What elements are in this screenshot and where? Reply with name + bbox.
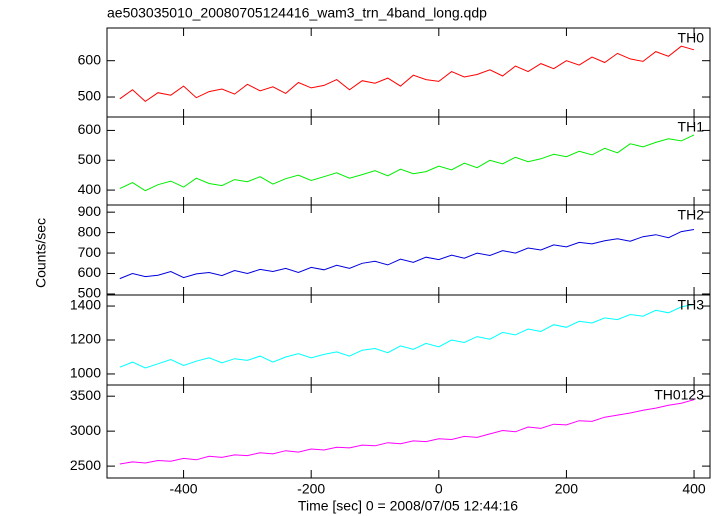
data-line <box>119 399 695 465</box>
panel-frame <box>106 27 711 118</box>
y-tick-label: 500 <box>78 88 102 104</box>
panel-label: TH0 <box>678 30 705 46</box>
x-axis-label: Time [sec] 0 = 2008/07/05 12:44:16 <box>298 498 518 514</box>
x-tick-label: 200 <box>555 481 579 497</box>
y-tick-label: 2500 <box>70 457 101 473</box>
panel-frame <box>106 384 711 479</box>
y-tick-label: 600 <box>78 51 102 67</box>
y-tick-label: 1000 <box>70 365 101 381</box>
y-tick-label: 800 <box>78 223 102 239</box>
y-tick-label: 500 <box>78 285 102 301</box>
data-line <box>119 134 695 192</box>
data-line <box>119 229 695 280</box>
panel-label: TH3 <box>678 297 705 313</box>
panel-frame <box>106 204 711 296</box>
x-tick-label: -200 <box>297 481 325 497</box>
y-tick-label: 3500 <box>70 387 101 403</box>
panel-frame <box>106 294 711 386</box>
x-tick-label: 0 <box>435 481 443 497</box>
x-tick-label: -400 <box>170 481 198 497</box>
data-line <box>119 303 695 369</box>
y-tick-label: 600 <box>78 121 102 137</box>
y-tick-label: 3000 <box>70 422 101 438</box>
data-line <box>119 45 695 103</box>
y-tick-label: 900 <box>78 203 102 219</box>
panel-label: TH2 <box>678 207 705 223</box>
panel-label: TH1 <box>678 119 705 135</box>
panel-label: TH0123 <box>654 387 704 403</box>
y-tick-label: 700 <box>78 244 102 260</box>
panel-frame <box>106 116 711 206</box>
y-tick-label: 1400 <box>70 297 101 313</box>
y-tick-label: 600 <box>78 264 102 280</box>
y-tick-label: 1200 <box>70 331 101 347</box>
y-tick-label: 500 <box>78 151 102 167</box>
y-axis-label: Counts/sec <box>33 218 49 288</box>
chart-title: ae503035010_20080705124416_wam3_trn_4ban… <box>107 5 487 21</box>
y-tick-label: 400 <box>78 181 102 197</box>
x-tick-label: 400 <box>682 481 706 497</box>
